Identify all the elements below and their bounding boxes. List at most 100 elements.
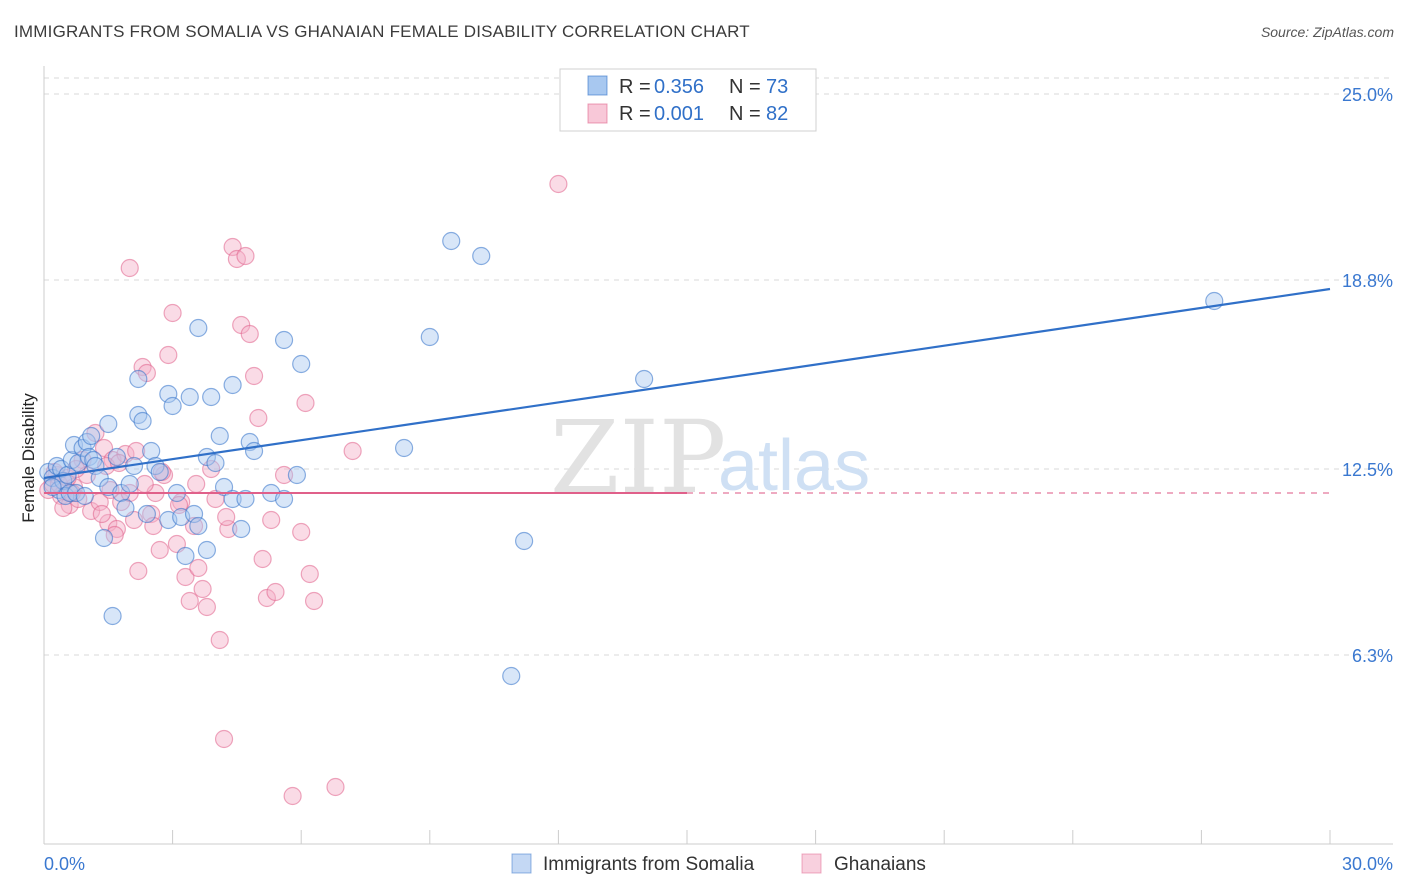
legend-r-label-somalia: R =: [619, 76, 651, 98]
somalia-point-41: [176, 546, 195, 566]
x-tick-min: 0.0%: [44, 854, 85, 874]
bottom-legend-swatch-ghanaians: [801, 853, 822, 874]
ghanaians-point-37: [197, 597, 216, 617]
somalia-point-45: [189, 516, 208, 536]
somalia-point-37: [159, 384, 178, 404]
somalia-point-42: [180, 387, 199, 407]
ghanaians-point-46: [236, 246, 255, 266]
somalia-point-27: [120, 474, 139, 494]
somalia-point-24: [107, 447, 126, 467]
y-tick-label-0: 6.3%: [1352, 646, 1393, 666]
legend-n-somalia: 73: [766, 76, 788, 98]
watermark-zip: ZIP: [550, 399, 726, 516]
somalia-point-33: [142, 441, 161, 461]
x-tick-max: 30.0%: [1342, 854, 1393, 874]
somalia-point-60: [274, 330, 294, 350]
somalia-point-31: [133, 411, 152, 431]
somalia-point-30: [129, 369, 148, 389]
ghanaians-point-26: [150, 540, 169, 560]
somalia-point-68: [515, 531, 534, 551]
somalia-point-50: [210, 426, 229, 446]
somalia-point-21: [99, 414, 118, 434]
ghanaians-point-70: [92, 504, 111, 524]
ghanaians-point-47: [240, 324, 259, 344]
ghanaians-point-61: [343, 441, 362, 461]
somalia-point-53: [223, 489, 242, 509]
ghanaians-point-60: [326, 777, 345, 797]
somalia-points: [39, 231, 1224, 686]
ghanaians-point-41: [214, 729, 234, 749]
ghanaians-point-33: [180, 591, 199, 611]
bottom-legend-swatch-somalia: [511, 853, 532, 874]
ghanaians-point-81: [217, 507, 236, 527]
axes: [43, 66, 1393, 845]
somalia-point-63: [394, 438, 414, 458]
ghanaians-point-59: [304, 591, 324, 611]
somalia-point-62: [292, 354, 311, 374]
legend-swatch-ghanaians: [587, 103, 608, 124]
somalia-point-65: [442, 231, 461, 251]
ghanaians-point-50: [253, 549, 272, 569]
somalia-point-64: [420, 327, 439, 347]
somalia-point-26: [116, 498, 135, 518]
somalia-point-23: [103, 606, 122, 626]
y-axis-label: Female Disability: [19, 393, 38, 523]
legend-n-label-ghanaians: N =: [729, 103, 761, 125]
ghanaians-point-73: [105, 525, 124, 545]
somalia-point-16: [82, 426, 101, 446]
bottom-legend-somalia: Immigrants from Somalia: [543, 854, 755, 875]
source-credit: Source: ZipAtlas.com: [1260, 24, 1394, 40]
legend-r-somalia: 0.356: [654, 76, 704, 98]
ghanaians-point-57: [296, 393, 315, 413]
ghanaians-point-58: [300, 564, 319, 584]
somalia-point-57: [244, 441, 264, 461]
somalia-point-61: [287, 465, 307, 485]
somalia-trend-line: [43, 287, 1331, 480]
somalia-point-59: [274, 489, 294, 509]
ghanaians-point-36: [193, 579, 212, 599]
bottom-legend-ghanaians: Ghanaians: [834, 854, 926, 875]
somalia-point-69: [635, 369, 654, 389]
ghanaians-point-72: [101, 480, 120, 500]
legend-r-label-ghanaians: R =: [619, 103, 651, 125]
somalia-point-43: [184, 504, 204, 524]
ghanaians-point-80: [187, 474, 206, 494]
somalia-point-55: [236, 489, 255, 509]
ghanaians-point-54: [274, 465, 294, 485]
y-tick-label-2: 18.8%: [1342, 271, 1393, 291]
x-tick-labels: 0.0% 30.0%: [44, 854, 1393, 874]
y-tick-label-3: 25.0%: [1342, 85, 1393, 105]
y-tick-labels: 6.3% 12.5% 18.8% 25.0%: [1342, 85, 1393, 666]
ghanaians-point-56: [292, 522, 311, 542]
watermark-atlas: atlas: [718, 426, 870, 506]
ghanaians-point-62: [120, 258, 139, 278]
ghanaians-point-53: [266, 582, 285, 602]
ghanaians-point-55: [283, 786, 302, 806]
somalia-point-48: [202, 387, 221, 407]
ghanaians-point-43: [223, 237, 242, 257]
legend-n-label-somalia: N =: [729, 76, 761, 98]
bottom-legend: Immigrants from Somalia Ghanaians: [511, 853, 926, 875]
ghanaians-point-29: [163, 303, 182, 323]
ghanaians-point-52: [262, 510, 281, 530]
legend-swatch-somalia: [587, 75, 608, 96]
legend-r-ghanaians: 0.001: [654, 103, 704, 125]
ghanaians-point-40: [210, 630, 229, 650]
somalia-point-67: [502, 666, 521, 686]
ghanaians-point-28: [159, 345, 178, 365]
somalia-point-12: [69, 453, 88, 473]
trend-lines: [43, 287, 1331, 494]
ghanaians-point-48: [244, 366, 264, 386]
somalia-point-54: [232, 519, 251, 539]
somalia-point-20: [94, 528, 114, 548]
ghanaians-point-75: [127, 441, 146, 461]
ghanaians-point-32: [176, 567, 195, 587]
somalia-point-35: [150, 462, 169, 482]
ghanaians-point-35: [189, 558, 208, 578]
somalia-point-47: [197, 540, 216, 560]
somalia-point-38: [163, 396, 182, 416]
chart-title: IMMIGRANTS FROM SOMALIA VS GHANAIAN FEMA…: [14, 22, 750, 41]
ghanaians-point-21: [129, 561, 148, 581]
legend: R = 0.356 N = 73 R = 0.001 N = 82: [559, 68, 817, 132]
